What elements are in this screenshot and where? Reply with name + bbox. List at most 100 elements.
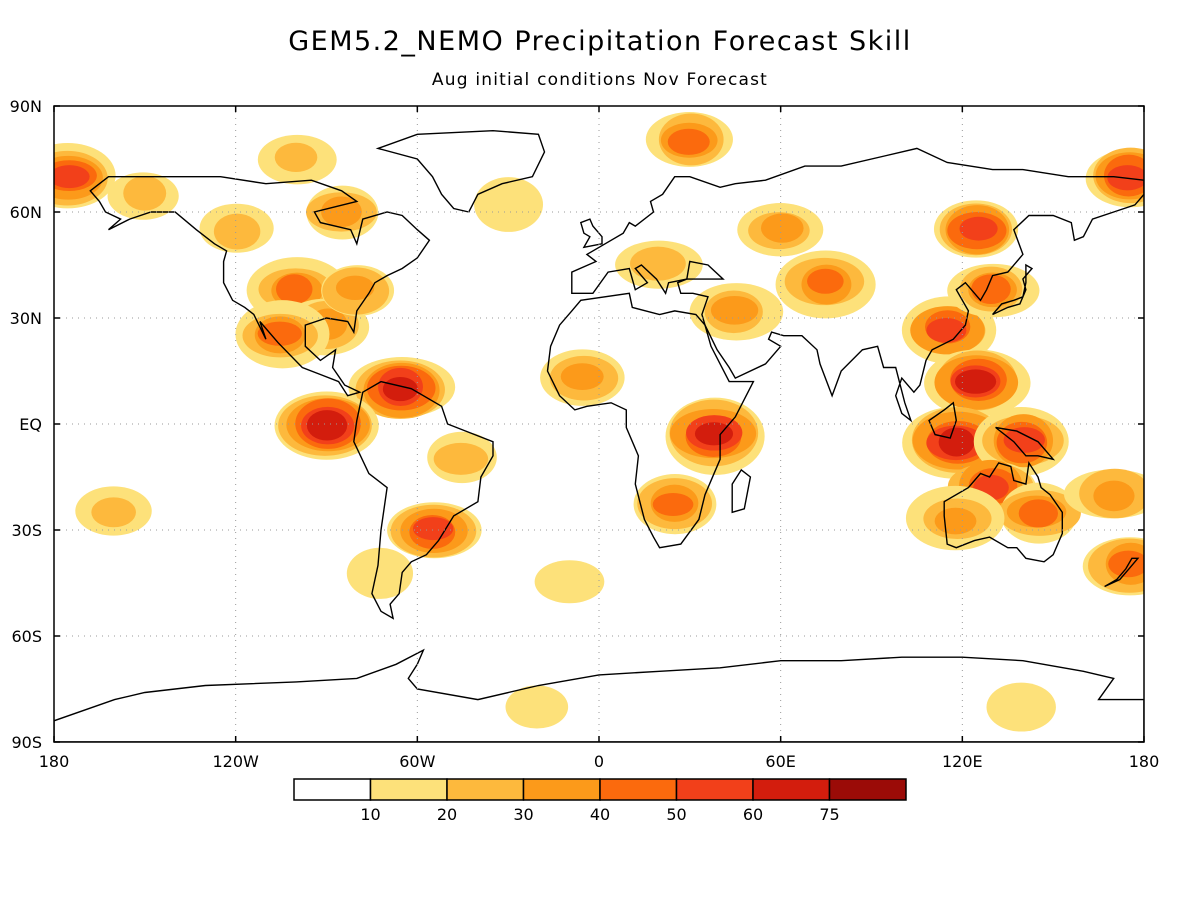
skill-field bbox=[54, 112, 1144, 732]
skill-contour bbox=[335, 275, 375, 301]
skill-region bbox=[540, 349, 625, 406]
skill-region bbox=[199, 203, 274, 253]
colorbar-label: 10 bbox=[360, 805, 380, 824]
skill-contour bbox=[474, 177, 544, 232]
skill-contour bbox=[123, 175, 167, 211]
skill-contour bbox=[694, 422, 734, 446]
colorbar-swatch bbox=[446, 778, 525, 801]
colorbar-swatch bbox=[675, 778, 754, 801]
colorbar-legend: 10 20 30 40 50 60 75 bbox=[293, 778, 907, 824]
skill-contour bbox=[986, 682, 1056, 732]
skill-region bbox=[348, 357, 456, 419]
colorbar-label: 30 bbox=[513, 805, 533, 824]
x-tick-label: 0 bbox=[594, 752, 604, 771]
colorbar-label: 75 bbox=[819, 805, 839, 824]
skill-region bbox=[1085, 147, 1144, 208]
skill-contour bbox=[257, 321, 302, 346]
skill-contour bbox=[1108, 550, 1144, 578]
skill-region bbox=[665, 397, 765, 475]
axes: 180 120W 60W 0 60E 120E 180 90N 60N 30N EQ 30S 60S 90… bbox=[10, 97, 1160, 771]
skill-contour bbox=[274, 142, 318, 172]
coastlines bbox=[54, 129, 1144, 742]
skill-region bbox=[274, 391, 379, 460]
skill-contour bbox=[413, 517, 454, 541]
skill-region bbox=[257, 134, 337, 185]
skill-region bbox=[75, 486, 152, 536]
skill-region bbox=[924, 349, 1031, 417]
skill-region bbox=[737, 203, 824, 257]
colorbar-label: 20 bbox=[437, 805, 457, 824]
coastline bbox=[992, 263, 1034, 316]
y-tick-label: 90N bbox=[10, 97, 42, 116]
skill-contour bbox=[807, 268, 844, 294]
skill-region bbox=[615, 240, 703, 289]
skill-contour bbox=[382, 376, 418, 402]
skill-contour bbox=[534, 560, 605, 604]
skill-contour bbox=[276, 274, 313, 305]
skill-region bbox=[474, 177, 544, 232]
coastline bbox=[546, 292, 755, 549]
skill-contour bbox=[213, 213, 261, 250]
skill-region bbox=[107, 172, 179, 220]
skill-region bbox=[933, 200, 1019, 258]
coastline bbox=[54, 648, 1144, 742]
colorbar-label: 60 bbox=[743, 805, 763, 824]
coastline bbox=[1104, 557, 1140, 588]
skill-region bbox=[305, 185, 379, 240]
y-tick-label: EQ bbox=[19, 415, 42, 434]
colorbar-swatch bbox=[293, 778, 372, 801]
coastline bbox=[353, 380, 494, 620]
skill-contour bbox=[346, 547, 414, 599]
skill-contour bbox=[1018, 499, 1059, 528]
coastline bbox=[571, 147, 1144, 423]
skill-region bbox=[689, 283, 784, 341]
coastline bbox=[375, 129, 546, 213]
skill-region bbox=[346, 547, 414, 599]
skill-contour bbox=[1003, 427, 1045, 453]
y-tick-label: 30N bbox=[10, 309, 42, 328]
colorbar-swatch bbox=[599, 778, 678, 801]
coastline bbox=[731, 468, 752, 514]
x-tick-label: 180 bbox=[1129, 752, 1160, 771]
coastline bbox=[89, 176, 431, 397]
skill-region bbox=[947, 263, 1040, 318]
y-tick-label: 60N bbox=[10, 203, 42, 222]
chart-subtitle: Aug initial conditions Nov Forecast bbox=[431, 70, 769, 90]
x-tick-label: 60E bbox=[765, 752, 795, 771]
x-tick-label: 120W bbox=[212, 752, 259, 771]
chart-title: GEM5.2_NEMO Precipitation Forecast Skill bbox=[288, 26, 912, 57]
x-tick-label: 120E bbox=[942, 752, 983, 771]
skill-region bbox=[321, 265, 395, 316]
colorbar-label: 50 bbox=[666, 805, 686, 824]
skill-contour bbox=[505, 685, 569, 729]
skill-contour bbox=[971, 274, 1011, 304]
skill-contour bbox=[91, 497, 136, 528]
skill-region bbox=[54, 142, 116, 209]
skill-region bbox=[775, 250, 876, 319]
skill-region bbox=[427, 431, 497, 484]
skill-contour bbox=[934, 507, 977, 535]
skill-contour bbox=[321, 196, 362, 228]
skill-region bbox=[505, 685, 569, 729]
skill-contour bbox=[306, 410, 348, 441]
skill-region bbox=[645, 112, 733, 167]
skill-region bbox=[534, 560, 605, 604]
skill-contour bbox=[938, 427, 975, 457]
skill-region bbox=[1063, 468, 1144, 519]
x-tick-label: 60W bbox=[399, 752, 435, 771]
skill-contour bbox=[954, 369, 997, 394]
x-tick-label: 180 bbox=[39, 752, 70, 771]
skill-contour bbox=[760, 213, 804, 243]
skill-region bbox=[901, 296, 997, 364]
skill-region bbox=[235, 300, 330, 369]
skill-contour bbox=[1093, 480, 1135, 512]
skill-region bbox=[998, 482, 1081, 544]
skill-region bbox=[986, 682, 1056, 732]
skill-contour bbox=[667, 128, 710, 155]
skill-contour bbox=[959, 216, 998, 241]
coastline bbox=[928, 401, 958, 439]
skill-contour bbox=[710, 295, 759, 325]
skill-contour bbox=[652, 492, 694, 516]
coastline bbox=[943, 460, 1063, 563]
